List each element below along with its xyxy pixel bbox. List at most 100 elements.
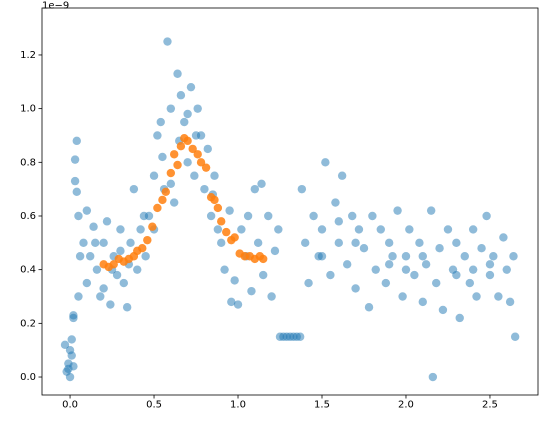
point [485,270,495,280]
point [109,260,118,269]
point [143,235,152,245]
point [502,265,511,274]
y-tick-label: 0.2 [20,318,36,329]
point [99,284,108,293]
point [203,144,212,154]
point [326,270,335,280]
point [384,238,394,248]
point [173,69,182,78]
point [472,292,481,301]
point [410,270,419,280]
point [200,184,209,194]
point [435,243,444,253]
point [482,211,491,221]
point [331,198,340,207]
point [432,278,441,288]
point [304,278,313,288]
point [191,131,201,140]
point [253,238,263,248]
point [371,265,380,274]
point [468,265,478,274]
point [206,211,216,221]
y-tick-label: 0.0 [20,372,36,383]
point [70,155,80,164]
point [351,238,360,248]
point [426,206,436,215]
point [158,152,167,162]
point [388,252,397,261]
point [72,136,81,146]
point [398,292,407,301]
point [210,195,219,205]
point [119,278,128,288]
point [190,171,199,180]
point [153,131,162,140]
point [295,332,305,341]
point [169,198,179,207]
point [465,278,475,288]
point [74,211,83,221]
x-tick-label: 2.0 [398,399,414,410]
point [494,292,503,301]
point [126,238,135,248]
point [65,372,75,382]
point [225,206,234,215]
point [72,187,81,197]
point [82,278,92,288]
y-offset-text: 1e−9 [42,0,69,11]
point [438,305,448,315]
point [220,265,229,274]
point [443,225,453,234]
point [243,211,253,221]
point [342,260,352,269]
point [401,265,411,274]
point [334,238,343,248]
point [348,211,357,221]
x-tick-label: 0.0 [62,399,78,410]
y-tick-label: 0.6 [20,211,36,222]
point [67,335,76,344]
point [405,225,414,234]
point [169,150,179,159]
point [270,246,280,256]
point [176,142,186,151]
point [384,260,394,269]
point [183,136,192,146]
point [452,238,461,248]
y-tick-label: 1.0 [20,104,36,115]
point [337,171,347,180]
point [149,171,159,180]
point [230,233,239,242]
point [364,303,374,312]
point [106,300,115,309]
point [485,260,495,269]
point [217,238,226,248]
point [334,217,343,226]
point [176,91,186,100]
point [166,104,176,113]
point [393,206,402,215]
point [136,225,145,234]
x-tick-label: 1.5 [314,399,330,410]
point [317,225,327,234]
point [468,225,478,234]
point [237,225,246,234]
point [193,104,202,113]
point [227,297,236,307]
point [217,217,226,226]
point [156,117,165,127]
point [70,176,80,186]
point [201,163,211,172]
point [354,225,364,234]
point [138,243,147,253]
point [64,364,73,374]
point [309,211,318,221]
point [247,286,256,296]
point [161,187,170,197]
point [213,225,223,234]
point [317,252,327,261]
point [141,252,150,261]
point [133,265,142,274]
point [499,233,508,242]
